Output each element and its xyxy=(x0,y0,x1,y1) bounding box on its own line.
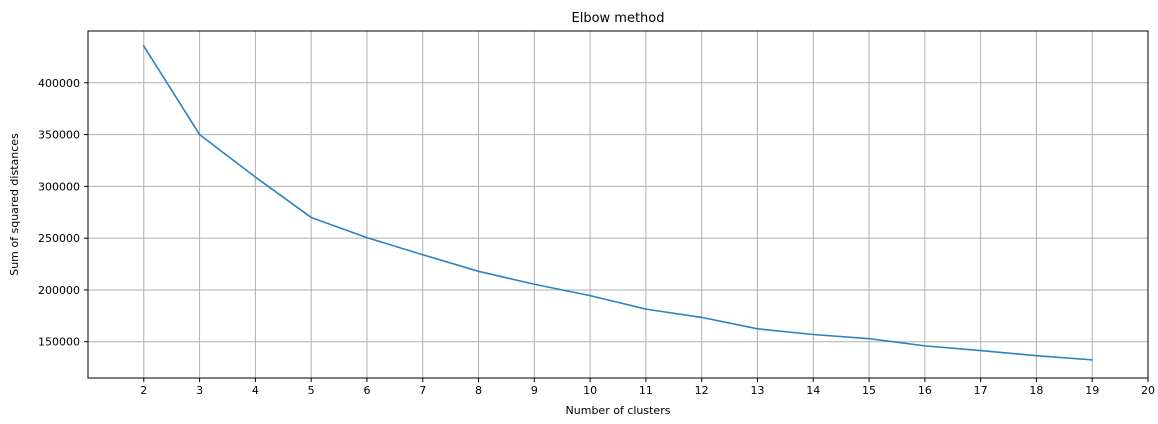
y-tick-label: 350000 xyxy=(38,129,80,142)
y-tick-label: 400000 xyxy=(38,77,80,90)
plot-frame xyxy=(87,30,1149,379)
grid-layer xyxy=(88,31,1149,378)
x-tick-label: 6 xyxy=(363,384,370,397)
series-line xyxy=(142,45,1094,361)
x-tick-label: 16 xyxy=(918,384,932,397)
x-axis-ticks: 2 3 4 5 6 7 8 9 10 11 12 13 14 15 16 17 18 19 20 xyxy=(140,378,1155,397)
x-tick-label: 10 xyxy=(583,384,597,397)
x-tick-label: 11 xyxy=(639,384,653,397)
series-layer xyxy=(142,45,1094,361)
y-tick-label: 250000 xyxy=(38,232,80,245)
x-tick-label: 12 xyxy=(695,384,709,397)
x-tick-label: 4 xyxy=(252,384,259,397)
x-tick-label: 9 xyxy=(531,384,538,397)
y-axis-ticks: 150000 200000 250000 300000 350000 400000 xyxy=(38,77,88,349)
x-tick-label: 13 xyxy=(750,384,764,397)
x-tick-label: 8 xyxy=(475,384,482,397)
x-tick-label: 14 xyxy=(806,384,820,397)
x-tick-label: 18 xyxy=(1029,384,1043,397)
y-axis-label: Sum of squared distances xyxy=(8,133,21,276)
x-axis-label: Number of clusters xyxy=(566,404,671,417)
y-tick-label: 150000 xyxy=(38,336,80,349)
y-tick-label: 200000 xyxy=(38,284,80,297)
x-tick-label: 3 xyxy=(196,384,203,397)
x-tick-label: 15 xyxy=(862,384,876,397)
y-tick-label: 300000 xyxy=(38,180,80,193)
x-tick-label: 5 xyxy=(308,384,315,397)
x-tick-label: 2 xyxy=(140,384,147,397)
chart-title: Elbow method xyxy=(572,11,665,26)
x-tick-label: 20 xyxy=(1141,384,1155,397)
x-tick-label: 7 xyxy=(419,384,426,397)
x-tick-label: 17 xyxy=(974,384,988,397)
x-tick-label: 19 xyxy=(1085,384,1099,397)
